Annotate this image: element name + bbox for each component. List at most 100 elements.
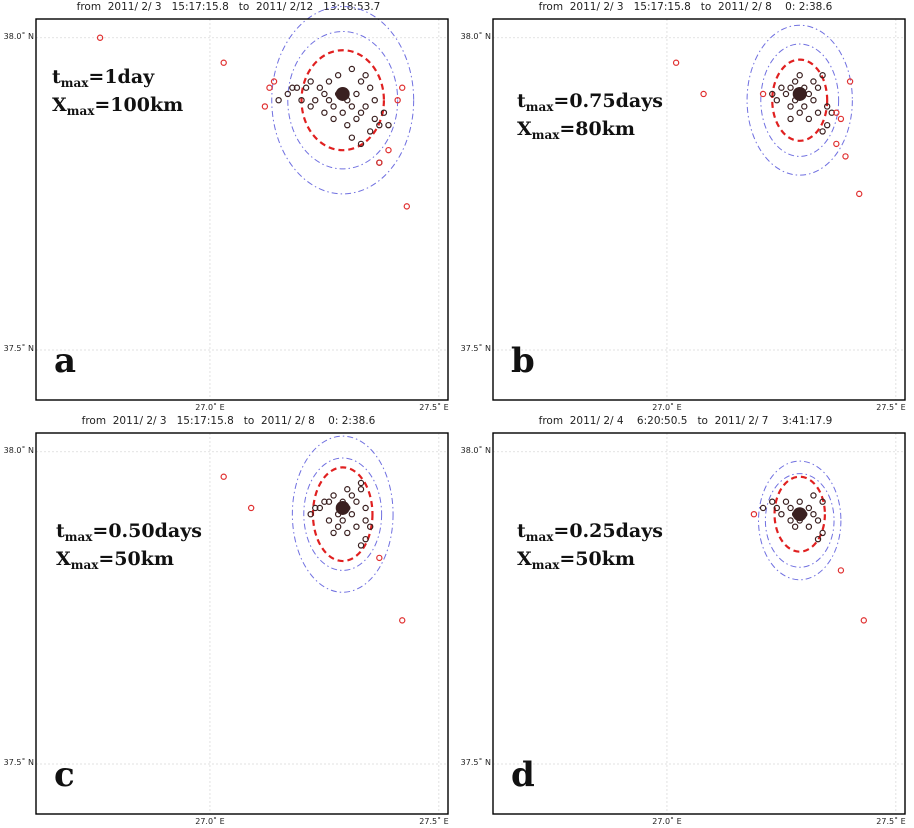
outlier-event-marker	[261, 103, 269, 110]
cluster-event-marker	[385, 121, 392, 129]
outlier-event-marker	[399, 84, 406, 91]
outlier-event-marker	[759, 90, 767, 98]
cluster-event-marker	[330, 529, 337, 537]
cluster-event-marker	[801, 103, 808, 110]
cluster-event-marker	[307, 78, 314, 85]
cluster-event-marker	[773, 96, 781, 104]
cluster-event-marker	[823, 121, 831, 129]
cluster-event-marker	[307, 510, 314, 518]
x-tick-label: 27.5˚ E	[419, 403, 449, 412]
cluster-event-marker	[782, 90, 790, 98]
outlier-event-marker	[385, 146, 392, 154]
outer-ellipse	[291, 435, 394, 593]
panel-title: from 2011/ 2/ 3 15:17:15.8 to 2011/ 2/ 8…	[81, 415, 376, 427]
cluster-event-marker	[321, 90, 328, 98]
x-tick-label: 27.5˚ E	[876, 817, 906, 826]
outlier-event-marker	[220, 473, 227, 480]
outlier-event-marker	[700, 90, 707, 98]
cluster-event-marker	[376, 121, 383, 129]
param-xmax: Xmax=100km	[52, 91, 183, 119]
param-value: =80km	[559, 118, 636, 140]
cluster-center-marker	[792, 507, 807, 522]
cluster-event-marker	[810, 78, 817, 85]
cluster-event-marker	[380, 109, 388, 116]
cluster-event-marker	[362, 72, 369, 79]
cluster-event-marker	[814, 535, 822, 543]
cluster-event-marker	[275, 96, 282, 104]
cluster-event-marker	[302, 84, 310, 91]
cluster-event-marker	[357, 542, 365, 549]
y-tick-label: 38.0˚ N	[460, 445, 491, 455]
panel-letter: a	[54, 341, 77, 381]
cluster-event-marker	[773, 504, 781, 512]
cluster-event-marker	[357, 486, 365, 493]
cluster-event-marker	[312, 96, 319, 104]
outlier-event-marker	[399, 617, 406, 624]
y-tick-label: 37.5˚ N	[460, 344, 491, 354]
y-tick-label: 38.0˚ N	[3, 31, 34, 41]
cluster-event-marker	[316, 84, 324, 91]
cluster-event-marker	[819, 128, 826, 135]
cluster-event-marker	[284, 90, 291, 98]
scatter-plot	[35, 6, 449, 401]
cluster-event-marker	[810, 492, 817, 499]
param-subscript: max	[66, 104, 95, 118]
cluster-event-marker	[782, 498, 790, 505]
cluster-event-marker	[330, 492, 337, 499]
outer-ellipse	[760, 43, 840, 157]
cluster-event-marker	[362, 535, 369, 543]
cluster-event-marker	[371, 96, 378, 104]
outlier-event-marker	[266, 84, 273, 91]
cluster-event-marker	[330, 115, 337, 123]
cluster-event-marker	[362, 517, 369, 524]
outlier-event-marker	[376, 554, 383, 562]
cluster-event-marker	[344, 486, 351, 493]
cluster-event-marker	[357, 109, 365, 116]
cluster-event-marker	[819, 498, 826, 505]
cluster-event-marker	[796, 109, 803, 116]
param-subscript: max	[525, 100, 554, 114]
param-value: =0.50days	[92, 520, 202, 542]
plot-area: tmax=0.75days Xmax=80km b 38.0˚ N 37.5˚ N…	[461, 18, 906, 412]
panel-letter: d	[511, 755, 535, 795]
x-tick-label: 27.0˚ E	[652, 403, 682, 412]
param-symbol: X	[517, 118, 532, 140]
plot-area: tmax=0.50days Xmax=50km c 38.0˚ N 37.5˚ N…	[4, 432, 449, 826]
cluster-event-marker	[787, 504, 794, 512]
cluster-event-marker	[348, 103, 356, 110]
outlier-event-marker	[672, 59, 680, 66]
cluster-event-marker	[325, 96, 333, 104]
x-tick-label: 27.0˚ E	[652, 817, 682, 826]
panel-title: from 2011/ 2/ 4 6:20:50.5 to 2011/ 2/ 7 …	[538, 415, 833, 427]
y-tick-label: 37.5˚ N	[3, 758, 34, 768]
outer-ellipse	[746, 24, 853, 176]
param-value: =1day	[88, 66, 155, 88]
cluster-event-marker	[357, 479, 365, 487]
cluster-event-marker	[321, 498, 328, 505]
outlier-event-marker	[220, 59, 227, 66]
panel-title: from 2011/ 2/ 3 15:17:15.8 to 2011/ 2/ 8…	[538, 1, 833, 13]
cluster-event-marker	[307, 103, 314, 110]
param-value: =50km	[559, 548, 636, 570]
param-xmax: Xmax=80km	[517, 115, 635, 143]
cluster-event-marker	[362, 504, 369, 512]
cluster-event-marker	[353, 498, 360, 505]
outlier-event-marker	[270, 78, 278, 85]
scatter-plot	[492, 432, 906, 815]
cluster-event-marker	[298, 96, 305, 104]
outer-ellipse	[287, 30, 399, 170]
scatter-plot	[492, 18, 906, 401]
outlier-event-marker	[394, 96, 401, 104]
param-symbol: X	[56, 548, 71, 570]
cluster-event-marker	[344, 121, 351, 129]
cluster-event-marker	[828, 109, 835, 116]
param-subscript: max	[64, 530, 93, 544]
cluster-event-marker	[330, 103, 337, 110]
panel-c: from 2011/ 2/ 3 15:17:15.8 to 2011/ 2/ 8…	[0, 414, 457, 828]
outer-ellipse	[764, 473, 835, 568]
y-tick-label: 37.5˚ N	[460, 758, 491, 768]
outer-ellipse	[271, 6, 415, 195]
param-tmax: tmax=1day	[52, 63, 154, 91]
cluster-event-marker	[791, 523, 799, 530]
cluster-event-marker	[814, 517, 822, 524]
